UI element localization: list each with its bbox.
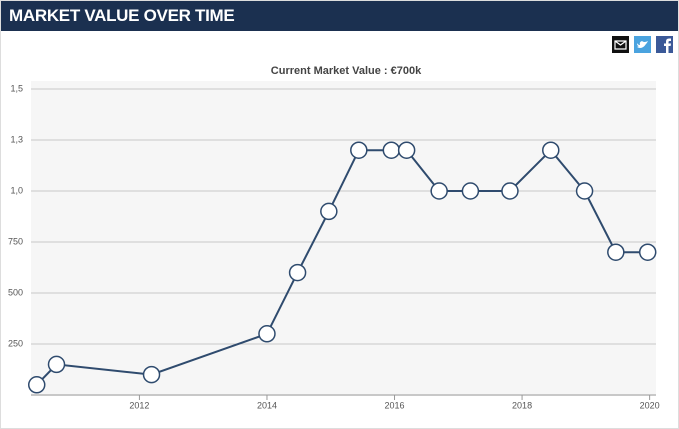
twitter-glyph — [637, 41, 648, 48]
club-marker — [382, 141, 401, 159]
y-tick-label: 250 — [8, 338, 23, 348]
club-marker — [501, 182, 519, 200]
share-icons — [612, 36, 673, 53]
club-marker — [288, 263, 307, 282]
x-tick-label: 2012 — [129, 400, 149, 410]
club-marker — [430, 182, 448, 200]
club-marker — [142, 365, 161, 384]
y-tick-label: 500 — [8, 287, 23, 297]
club-marker — [258, 325, 276, 343]
club-marker — [397, 141, 416, 159]
x-tick-label: 2014 — [257, 400, 277, 410]
chart-subtitle: Current Market Value : €700k — [271, 65, 422, 77]
club-marker — [320, 202, 338, 221]
club-marker — [350, 141, 368, 159]
club-marker — [461, 182, 480, 200]
club-marker — [47, 355, 66, 374]
y-tick-label: 1,3 — [10, 134, 23, 144]
club-marker — [542, 141, 560, 159]
club-marker — [607, 243, 625, 261]
chart-title: MARKET VALUE OVER TIME — [1, 1, 678, 31]
plot-area — [31, 81, 656, 396]
y-tick-label: 1,0 — [10, 185, 23, 195]
email-glyph — [614, 40, 627, 50]
x-tick-label: 2020 — [640, 400, 660, 410]
club-marker — [575, 182, 594, 200]
club-marker — [638, 243, 657, 261]
facebook-glyph — [664, 38, 671, 53]
club-marker — [27, 376, 46, 394]
x-tick-label: 2016 — [385, 400, 405, 410]
x-tick-label: 2018 — [512, 400, 532, 410]
y-tick-label: 1,5 — [10, 83, 23, 93]
y-tick-label: 750 — [8, 236, 23, 246]
